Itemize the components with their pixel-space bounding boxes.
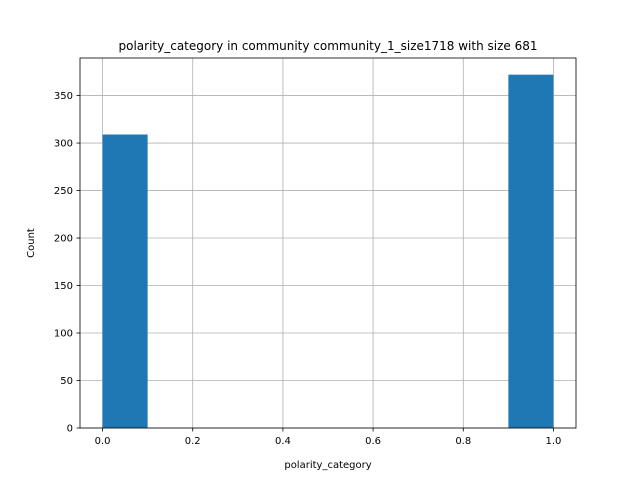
x-tick-label: 0.6: [365, 436, 381, 447]
y-tick-label: 250: [54, 186, 73, 197]
x-axis-ticks: 0.0 0.2 0.4 0.6 0.8 1.0: [95, 428, 562, 447]
x-tick-label: 0.0: [95, 436, 111, 447]
histogram-bars: [102, 74, 554, 428]
plot-area-frame: [79, 57, 577, 429]
y-axis-label: Count: [26, 228, 37, 258]
y-tick-label: 150: [54, 281, 73, 292]
y-axis-ticks: 0 50 100 150 200 250 300 350: [54, 91, 80, 435]
y-tick-label: 200: [54, 234, 73, 245]
y-tick-label: 350: [54, 91, 73, 102]
histogram-bar: [102, 134, 148, 428]
x-axis-label: polarity_category: [284, 460, 371, 471]
x-tick-label: 1.0: [546, 436, 562, 447]
x-tick-label: 0.4: [275, 436, 291, 447]
chart-title: polarity_category in community community…: [119, 39, 538, 53]
y-tick-label: 100: [54, 329, 73, 340]
y-tick-label: 0: [67, 424, 73, 435]
y-tick-label: 300: [54, 139, 73, 150]
histogram-bar: [508, 74, 554, 428]
grid-lines: [80, 58, 576, 429]
y-tick-label: 50: [60, 376, 73, 387]
x-tick-label: 0.2: [185, 436, 201, 447]
x-tick-label: 0.8: [455, 436, 471, 447]
